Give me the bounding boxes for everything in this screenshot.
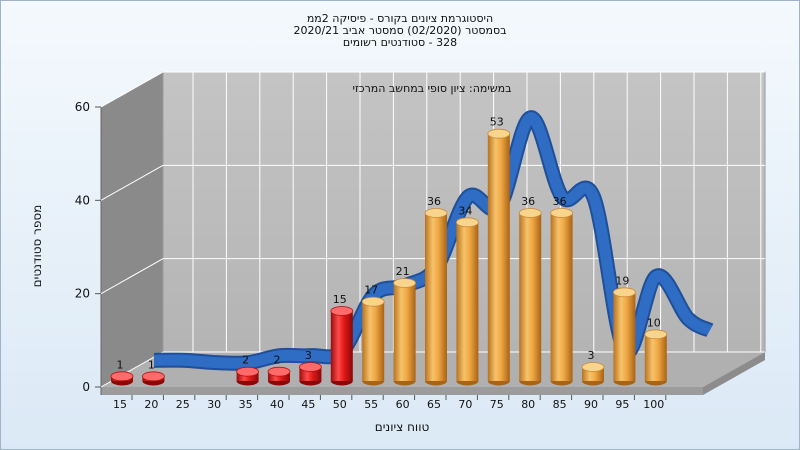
bar-35: 2 — [236, 354, 260, 386]
bar-top — [361, 296, 385, 307]
data-label: 2 — [274, 354, 281, 367]
x-tick-label: 35 — [239, 398, 253, 411]
x-tick-label: 30 — [207, 398, 221, 411]
chart-annotation: במשימה: ציון סופי במחשב המרכזי — [352, 82, 511, 95]
bar-body — [644, 334, 667, 381]
side-wall — [101, 72, 163, 387]
data-label: 36 — [427, 195, 441, 208]
data-label: 3 — [305, 349, 312, 362]
data-label: 15 — [333, 293, 347, 306]
x-tick-label: 100 — [643, 398, 664, 411]
x-tick-label: 70 — [458, 398, 472, 411]
y-tick-label: 40 — [75, 193, 90, 207]
x-tick-label: 20 — [144, 398, 158, 411]
x-tick-label: 65 — [427, 398, 441, 411]
bar-top — [110, 371, 134, 382]
x-tick-label: 60 — [396, 398, 410, 411]
floor-front-edge — [101, 387, 703, 395]
bar-60: 21 — [393, 265, 417, 386]
bar-top — [393, 278, 417, 288]
bar-40: 2 — [267, 354, 291, 386]
chart-title-line-2: בסמסטר (02/2020) סמסטר אביב 2020/21 — [293, 24, 507, 37]
data-label: 34 — [458, 204, 472, 217]
bar-45: 3 — [298, 349, 322, 386]
bar-top — [424, 208, 448, 218]
gridline-side — [100, 258, 164, 295]
bar-55: 17 — [361, 284, 385, 386]
bar-body — [550, 213, 573, 381]
bar-top — [330, 306, 354, 316]
bar-top — [550, 208, 573, 218]
gridline-side — [100, 164, 164, 201]
bar-body — [487, 133, 510, 381]
bars: 1 1 2 2 3 15 17 21 36 34 53 36 36 3 19 10 — [110, 116, 668, 386]
data-label: 36 — [521, 195, 535, 208]
bar-65: 36 — [424, 195, 448, 386]
floor-right-edge — [703, 352, 765, 395]
data-label: 36 — [553, 195, 567, 208]
x-tick-label: 50 — [333, 398, 347, 411]
bar-body — [330, 311, 353, 381]
bar-body — [425, 213, 447, 381]
data-label: 10 — [647, 316, 661, 329]
x-tick-label: 55 — [364, 398, 378, 411]
bar-85: 36 — [550, 195, 573, 386]
gridline-side — [100, 71, 164, 108]
bar-top — [236, 366, 260, 377]
data-label: 1 — [117, 358, 124, 371]
y-axis-title: מספר סטודנטים — [30, 205, 44, 288]
data-label: 17 — [364, 284, 378, 297]
y-tick-label: 0 — [82, 380, 90, 394]
x-tick-label: 85 — [553, 398, 567, 411]
bar-50: 15 — [330, 293, 354, 386]
bar-body — [393, 283, 416, 381]
bar-body — [519, 213, 542, 381]
bar-body — [613, 292, 636, 381]
bar-top — [267, 366, 291, 377]
bar-20: 1 — [141, 358, 165, 386]
x-tick-label: 25 — [176, 398, 190, 411]
x-axis-title: טווח ציונים — [375, 420, 430, 434]
bar-75: 53 — [487, 116, 511, 386]
bar-top — [644, 329, 668, 340]
bar-body — [362, 301, 385, 381]
x-tick-label: 45 — [301, 398, 315, 411]
y-tick-label: 20 — [75, 287, 90, 301]
x-tick-label: 95 — [615, 398, 629, 411]
data-label: 1 — [148, 358, 155, 371]
bar-70: 34 — [455, 204, 479, 386]
x-tick-label: 90 — [584, 398, 598, 411]
data-label: 3 — [588, 349, 595, 362]
bar-90: 3 — [581, 349, 605, 386]
data-label: 21 — [396, 265, 410, 278]
bar-95: 19 — [613, 274, 636, 386]
data-label: 53 — [490, 116, 504, 129]
bar-body — [456, 222, 479, 381]
x-tick-label: 40 — [270, 398, 284, 411]
x-tick-label: 80 — [521, 398, 535, 411]
x-tick-label: 75 — [490, 398, 504, 411]
bar-top — [298, 362, 322, 372]
bar-top — [141, 371, 165, 382]
data-label: 19 — [615, 274, 629, 287]
bar-top — [581, 362, 605, 372]
bar-top — [613, 287, 636, 298]
bar-top — [518, 208, 542, 218]
y-tick-label: 60 — [75, 100, 90, 114]
data-label: 2 — [242, 354, 249, 367]
chart-title-line-3: 328 - סטודנטים רשומים — [342, 36, 458, 49]
bar-top — [487, 128, 511, 139]
bar-top — [455, 217, 479, 228]
bar-80: 36 — [518, 195, 542, 386]
chart-title-line-1: היסטוגרמת ציונים בקורס - פיסיקה 2ממ — [306, 12, 494, 25]
x-tick-label: 15 — [113, 398, 127, 411]
bar-15: 1 — [110, 358, 134, 386]
axes: 0 20 40 60 15 20 25 30 35 40 45 50 55 60 65 70 75 80 85 90 9… — [75, 100, 667, 411]
bar-100: 10 — [644, 316, 668, 386]
